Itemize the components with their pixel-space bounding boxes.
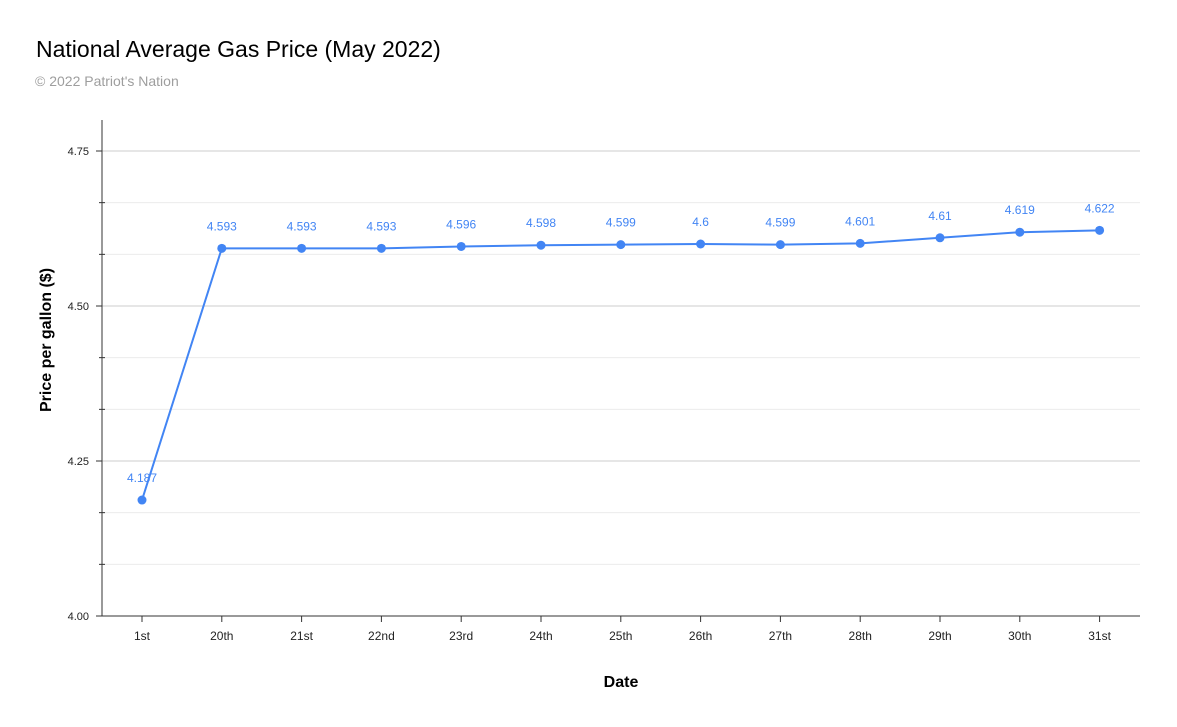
y-tick-label: 4.25 [68,456,89,468]
data-point [855,238,865,248]
data-label: 4.596 [446,217,476,231]
x-tick-label: 27th [769,629,792,643]
data-point [376,243,386,253]
data-label: 4.593 [207,219,237,233]
chart-subtitle: © 2022 Patriot's Nation [35,73,179,89]
data-label: 4.622 [1085,201,1115,215]
x-tick-label: 25th [609,629,632,643]
series-polyline [141,229,1100,501]
data-label: 4.6 [692,215,709,229]
data-point [1095,225,1105,235]
series-line [141,229,1100,501]
gridlines [102,150,1140,565]
y-tick-labels: 4.00 4.25 4.50 4.75 [68,146,89,623]
chart-title: National Average Gas Price (May 2022) [36,36,441,62]
x-ticks: 1st 20th 21st 22nd 23rd 24th 25th 26th 27th 28th 2… [134,616,1112,643]
y-tick-label: 4.50 [68,301,89,313]
x-tick-label: 21st [290,629,313,643]
x-tick-label: 23rd [449,629,473,643]
x-tick-label: 29th [928,629,951,643]
data-point [1015,227,1025,237]
data-point [616,240,626,250]
data-point [137,495,147,505]
data-point [456,241,466,251]
data-labels: 4.187 4.593 4.593 4.593 4.596 4.598 4.599 4.6 4.… [127,201,1115,485]
x-tick-label: 26th [689,629,712,643]
x-tick-label: 22nd [368,629,395,643]
x-tick-label: 24th [529,629,552,643]
data-point [696,239,706,249]
y-tick-label: 4.00 [68,611,89,623]
y-tick-label: 4.75 [68,146,89,158]
data-label: 4.593 [287,219,317,233]
minor-ticks [96,150,105,617]
x-tick-label: 1st [134,629,151,643]
x-axis-title: Date [604,674,639,691]
data-point [536,240,546,250]
data-point [935,233,945,243]
data-label: 4.619 [1005,203,1035,217]
data-label: 4.61 [928,209,952,223]
data-points [137,225,1105,505]
data-label: 4.598 [526,216,556,230]
data-label: 4.187 [127,471,157,485]
y-axis-title: Price per gallon ($) [38,268,55,412]
data-label: 4.599 [606,216,636,230]
data-point [217,243,227,253]
data-label: 4.593 [366,219,396,233]
data-label: 4.601 [845,214,875,228]
data-point [775,240,785,250]
x-tick-label: 28th [849,629,872,643]
x-tick-label: 30th [1008,629,1031,643]
x-tick-label: 20th [210,629,233,643]
data-point [297,243,307,253]
data-label: 4.599 [765,216,795,230]
x-tick-label: 31st [1088,629,1111,643]
